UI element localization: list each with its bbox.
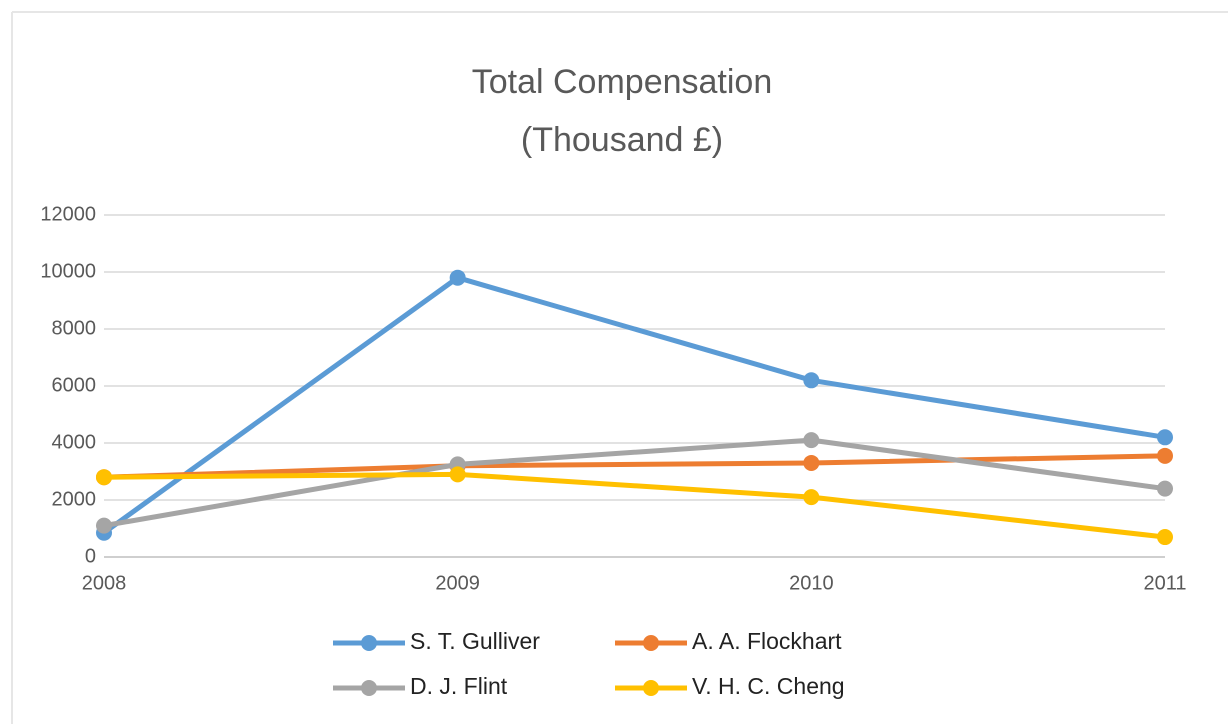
series-line (103, 437, 1166, 529)
legend-marker (643, 635, 659, 651)
legend-marker (361, 635, 377, 651)
y-tick-label: 2000 (52, 488, 97, 510)
series-line (102, 275, 1166, 535)
point (1157, 480, 1173, 497)
point (803, 372, 820, 389)
point (803, 489, 820, 506)
point (96, 517, 112, 534)
x-tick-label: 2008 (82, 572, 127, 594)
legend-label: V. H. C. Cheng (692, 673, 845, 699)
point (449, 466, 466, 483)
legend-marker (361, 680, 377, 696)
y-tick-label: 10000 (40, 260, 96, 282)
series-line (103, 453, 1166, 480)
point (449, 269, 466, 286)
point (1157, 529, 1173, 546)
x-tick-label: 2010 (789, 572, 834, 594)
y-tick-label: 4000 (52, 431, 97, 453)
y-tick-label: 8000 (52, 317, 97, 339)
legend-marker (643, 680, 659, 696)
x-tick-label: 2011 (1143, 572, 1186, 594)
chart-title: Total Compensation (472, 63, 773, 101)
legend-label: S. T. Gulliver (410, 628, 540, 654)
series-line (103, 471, 1166, 540)
x-tick-label: 2009 (435, 572, 480, 594)
point (96, 469, 112, 486)
y-tick-label: 12000 (40, 203, 96, 225)
legend-label: A. A. Flockhart (692, 628, 842, 654)
y-tick-label: 6000 (52, 374, 97, 396)
chart-title: (Thousand £) (521, 121, 723, 159)
point (803, 454, 820, 471)
point (1157, 447, 1173, 464)
legend-label: D. J. Flint (410, 673, 508, 699)
y-tick-label: 0 (85, 545, 96, 567)
point (803, 432, 820, 449)
point (1157, 429, 1173, 446)
